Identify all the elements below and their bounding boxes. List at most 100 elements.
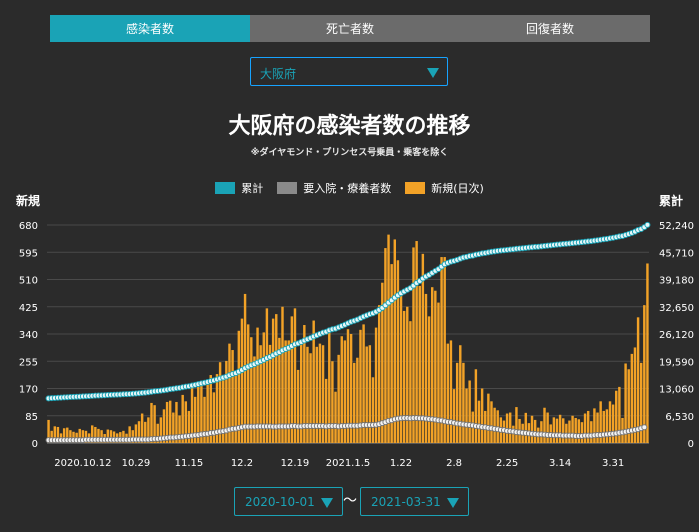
bar-new-daily <box>493 407 496 443</box>
bar-new-daily <box>265 308 269 443</box>
bar-new-daily <box>468 380 471 443</box>
bar-new-daily <box>343 340 347 443</box>
y-left-tick-label: 595 <box>19 248 38 259</box>
bar-new-daily <box>415 241 418 443</box>
prefecture-select[interactable]: 大阪府 <box>250 57 448 86</box>
tab-deaths[interactable]: 死亡者数 <box>250 15 450 42</box>
bar-new-daily <box>455 362 459 443</box>
y-right-tick-label: 52,240 <box>659 221 694 232</box>
bar-new-daily <box>590 421 593 443</box>
legend-item-inpatients[interactable]: 要入院・療養者数 <box>277 180 391 196</box>
bar-new-daily <box>558 414 562 443</box>
bar-new-daily <box>571 415 574 443</box>
y-right-tick-label: 19,590 <box>659 357 694 368</box>
bar-new-daily <box>66 427 69 443</box>
bar-new-daily <box>643 305 646 443</box>
bar-new-daily <box>368 345 372 443</box>
legend-swatch-inpatients <box>277 182 298 194</box>
bar-new-daily <box>62 428 66 443</box>
bar-new-daily <box>452 389 456 443</box>
bar-new-daily <box>393 239 396 443</box>
left-axis-title: 新規 <box>16 194 41 208</box>
bar-new-daily <box>605 409 609 443</box>
bar-new-daily <box>477 400 481 443</box>
bar-new-daily <box>337 354 340 443</box>
start-date-value: 2020-10-01 <box>245 495 315 509</box>
legend-item-new-daily[interactable]: 新規(日次) <box>405 180 484 196</box>
bar-new-daily <box>156 423 159 443</box>
bar-new-daily <box>431 287 434 443</box>
tab-cases[interactable]: 感染者数 <box>50 15 250 42</box>
bar-new-daily <box>580 422 584 443</box>
bar-new-daily <box>200 385 203 443</box>
y-right-tick-label: 39,180 <box>659 276 694 287</box>
bar-new-daily <box>150 402 153 443</box>
bar-new-daily <box>346 329 350 443</box>
bar-new-daily <box>562 418 565 443</box>
x-tick-label: 2020.10.12 <box>54 458 111 469</box>
y-left-tick-label: 0 <box>32 439 38 450</box>
bar-new-daily <box>402 310 406 443</box>
bar-new-daily <box>365 346 368 443</box>
bar-new-daily <box>437 302 440 443</box>
bar-new-daily <box>228 343 231 443</box>
legend-swatch-new-daily <box>405 182 426 194</box>
bar-new-daily <box>193 396 197 443</box>
bar-new-daily <box>424 293 428 443</box>
bar-new-daily <box>474 369 478 443</box>
bar-new-daily <box>293 308 297 443</box>
bar-new-daily <box>222 378 225 443</box>
bar-new-daily <box>290 316 294 443</box>
x-tick-label: 3.14 <box>549 458 571 469</box>
bar-new-daily <box>181 394 184 443</box>
legend-label-cumulative: 累計 <box>241 182 264 195</box>
end-date-select[interactable]: 2021-03-31 <box>360 487 469 516</box>
bar-new-daily <box>371 377 375 443</box>
end-date-value: 2021-03-31 <box>371 495 441 509</box>
prefecture-select-value: 大阪府 <box>260 67 297 81</box>
bar-new-daily <box>172 412 175 443</box>
bar-new-daily <box>340 336 343 443</box>
y-right-tick-label: 32,650 <box>659 303 694 314</box>
metric-tabs: 感染者数 死亡者数 回復者数 <box>50 15 650 42</box>
bar-new-daily <box>586 410 590 443</box>
bar-new-daily <box>306 346 309 443</box>
bar-new-daily <box>596 412 599 443</box>
inpatients-point <box>641 424 648 431</box>
bar-new-daily <box>287 340 290 443</box>
bar-new-daily <box>462 362 465 443</box>
cumulative-point <box>644 221 651 228</box>
bar-new-daily <box>508 412 512 443</box>
bar-new-daily <box>630 353 634 443</box>
bar-new-daily <box>409 321 412 443</box>
bar-new-daily <box>231 350 234 443</box>
bar-new-daily <box>427 316 431 443</box>
start-date-select[interactable]: 2020-10-01 <box>234 487 343 516</box>
bar-new-daily <box>137 421 141 443</box>
bar-new-daily <box>639 362 643 443</box>
bar-new-daily <box>91 425 94 443</box>
bar-new-daily <box>490 401 493 443</box>
bar-new-daily <box>374 327 378 443</box>
bar-new-daily <box>256 327 259 443</box>
y-left-tick-label: 170 <box>19 385 38 396</box>
bar-new-daily <box>359 329 362 443</box>
bar-new-daily <box>583 413 587 443</box>
bar-new-daily <box>568 420 571 443</box>
x-tick-label: 11.15 <box>175 458 204 469</box>
tab-recovered[interactable]: 回復者数 <box>450 15 650 42</box>
bar-new-daily <box>593 408 596 443</box>
bar-new-daily <box>300 340 303 443</box>
bar-new-daily <box>321 345 325 443</box>
bar-new-daily <box>399 290 403 443</box>
bar-new-daily <box>56 426 60 443</box>
bar-new-daily <box>246 324 250 443</box>
chart-subtitle: ※ダイヤモンド・プリンセス号乗員・乗客を除く <box>250 148 449 158</box>
legend-item-cumulative[interactable]: 累計 <box>215 180 263 196</box>
bar-new-daily <box>387 234 390 443</box>
bar-new-daily <box>128 426 131 443</box>
bar-new-daily <box>487 393 490 443</box>
x-tick-label: 2021.1.5 <box>326 458 371 469</box>
bar-new-daily <box>331 361 334 443</box>
bar-new-daily <box>615 390 618 443</box>
